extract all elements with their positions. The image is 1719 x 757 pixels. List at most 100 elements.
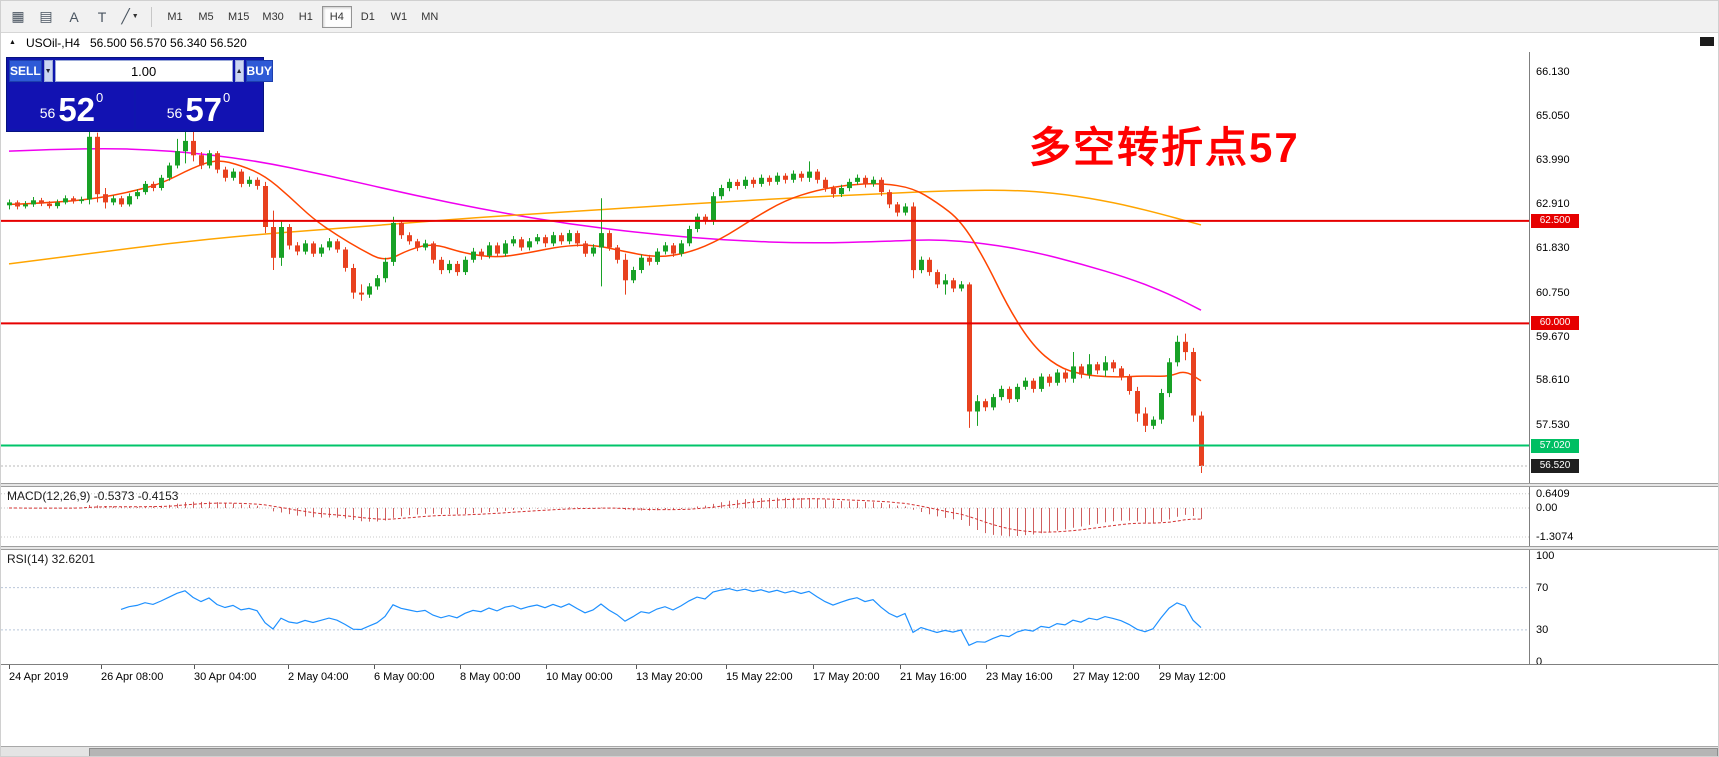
time-label: 21 May 16:00	[900, 671, 967, 683]
sell-price-sup: 0	[96, 90, 104, 105]
price-tick: 57.530	[1536, 418, 1570, 431]
time-tick	[1073, 665, 1074, 669]
time-label: 15 May 22:00	[726, 671, 793, 683]
time-label: 24 Apr 2019	[9, 671, 69, 683]
time-label: 13 May 20:00	[636, 671, 703, 683]
rsi-axis-label: 0	[1536, 655, 1543, 668]
caret-down-icon: ▼	[131, 13, 139, 20]
rsi-panel[interactable]: RSI(14) 32.6201	[1, 550, 1529, 664]
rsi-label: RSI(14) 32.6201	[7, 552, 96, 566]
horizontal-scrollbar[interactable]	[1, 746, 1718, 756]
macd-axis-label: 0.00	[1536, 502, 1558, 514]
panel-splitter[interactable]	[1, 546, 1718, 550]
time-tick	[986, 665, 987, 669]
time-tick	[374, 665, 375, 669]
timeframe-w1[interactable]: W1	[390, 10, 408, 23]
rsi-axis-label: 70	[1536, 581, 1549, 594]
text-box-icon[interactable]: T	[97, 8, 107, 25]
bottom-strip	[1, 687, 1718, 746]
time-tick	[460, 665, 461, 669]
buy-price-big: 57	[185, 90, 223, 128]
time-tick	[9, 665, 10, 669]
macd-axis-label: -1.3074	[1536, 531, 1574, 544]
caret-down-icon: ▼	[44, 67, 52, 75]
time-label: 26 Apr 08:00	[101, 671, 164, 683]
timeframe-h4[interactable]: H4	[321, 5, 352, 28]
indicator-list-icon[interactable]: ▤	[39, 8, 53, 24]
draw-tools-icon[interactable]: ╱ ▼	[121, 8, 139, 24]
buy-button[interactable]: BUY	[245, 60, 273, 82]
timeframe-h1[interactable]: H1	[298, 10, 313, 23]
price-axis[interactable]: 66.130 65.050 63.990 62.910 61.830 60.750 59.6…	[1529, 52, 1718, 668]
time-tick	[101, 665, 102, 669]
chart-annotation: 多空转折点57	[1029, 124, 1300, 171]
time-label: 8 May 00:00	[460, 671, 521, 683]
time-label: 30 Apr 04:00	[194, 671, 257, 683]
scroll-end-marker[interactable]	[1700, 37, 1714, 46]
drawing-tools-group: ▦ ▤ A T ╱ ▼	[5, 5, 143, 29]
time-label: 17 May 20:00	[813, 671, 880, 683]
time-axis[interactable]: 24 Apr 2019 26 Apr 08:00 30 Apr 04:00 2 May…	[1, 664, 1718, 687]
price-tick: 61.830	[1536, 242, 1570, 255]
scrollbar-thumb[interactable]	[89, 748, 1718, 756]
timeframe-m5[interactable]: M5	[198, 10, 214, 23]
time-label: 10 May 00:00	[546, 671, 613, 683]
chart-type-icon[interactable]: ▦	[11, 8, 25, 24]
timeframe-m30[interactable]: M30	[262, 10, 284, 23]
macd-label: MACD(12,26,9) -0.5373 -0.4153	[7, 489, 179, 503]
sell-price-display[interactable]: 56 52 0	[9, 84, 134, 129]
sell-price-big: 52	[58, 90, 96, 128]
volume-input[interactable]	[54, 60, 233, 82]
rsi-canvas[interactable]	[1, 550, 1529, 664]
timeframe-mn[interactable]: MN	[421, 10, 439, 23]
panel-splitter[interactable]	[1, 483, 1718, 487]
timeframe-m15[interactable]: M15	[228, 10, 250, 23]
symbol-collapse-icon[interactable]: ▲	[9, 39, 16, 46]
ma-medium-orange	[8, 189, 1202, 265]
time-tick	[194, 665, 195, 669]
buy-price-small: 56	[166, 105, 183, 121]
price-tick: 62.910	[1536, 198, 1570, 211]
timeframe-group: M1 M5 M15 M30 H1 H4 D1 W1 MN	[160, 5, 445, 28]
price-tick: 60.750	[1536, 286, 1570, 299]
time-tick	[288, 665, 289, 669]
ma-fast-red	[8, 160, 1202, 382]
price-tick: 63.990	[1536, 153, 1570, 166]
time-label: 27 May 12:00	[1073, 671, 1140, 683]
rsi-axis-label: 100	[1536, 550, 1555, 562]
price-tick: 59.670	[1536, 330, 1570, 343]
macd-canvas[interactable]	[1, 487, 1529, 546]
symbol-title: USOil-,H4	[25, 35, 80, 50]
time-tick	[813, 665, 814, 669]
text-label-icon[interactable]: A	[69, 8, 79, 25]
time-tick	[1159, 665, 1160, 669]
price-tag: 56.520	[1531, 459, 1579, 473]
time-label: 29 May 12:00	[1159, 671, 1226, 683]
macd-panel[interactable]: MACD(12,26,9) -0.5373 -0.4153	[1, 487, 1529, 546]
chart-title-bar: ▲ USOil-,H4 56.500 56.570 56.340 56.520	[1, 33, 1718, 52]
price-tick: 66.130	[1536, 66, 1570, 78]
caret-up-icon: ▲	[235, 67, 243, 75]
time-tick	[726, 665, 727, 669]
volume-decrease-button[interactable]: ▼	[43, 60, 53, 82]
time-tick	[636, 665, 637, 669]
timeframe-m1[interactable]: M1	[167, 10, 183, 23]
price-tick: 65.050	[1536, 110, 1570, 123]
buy-price-display[interactable]: 56 57 0	[136, 84, 261, 129]
price-tag: 62.500	[1531, 213, 1579, 228]
time-tick	[546, 665, 547, 669]
time-tick	[900, 665, 901, 669]
volume-increase-button[interactable]: ▲	[234, 60, 244, 82]
timeframe-d1[interactable]: D1	[360, 10, 375, 23]
price-chart-canvas[interactable]	[1, 52, 1529, 483]
price-tick: 58.610	[1536, 374, 1570, 387]
ma-slow-magenta	[8, 147, 1202, 311]
ohlc-values: 56.500 56.570 56.340 56.520	[89, 35, 247, 50]
toolbar-separator	[151, 6, 152, 27]
macd-axis-label: 0.6409	[1536, 487, 1570, 500]
sell-button[interactable]: SELL	[9, 60, 42, 82]
price-tag: 57.020	[1531, 438, 1579, 453]
